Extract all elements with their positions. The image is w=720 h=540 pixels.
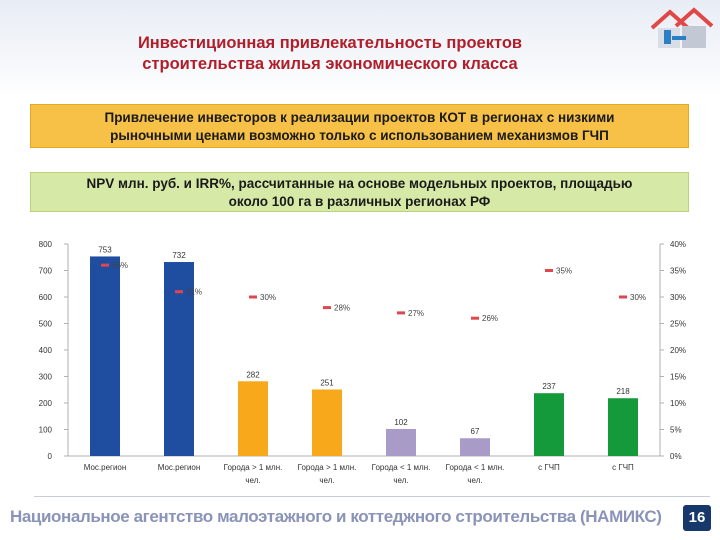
irr-marker (545, 269, 553, 272)
footer-org-name: Национальное агентство малоэтажного и ко… (10, 507, 662, 526)
y-right-tick-label: 15% (670, 373, 686, 382)
npv-bar-label: 251 (320, 378, 334, 387)
npv-bar (460, 438, 490, 456)
chart-caption-line-1: NPV млн. руб. и IRR%, рассчитанные на ос… (86, 176, 633, 191)
npv-bar (164, 262, 194, 456)
chart-canvas: 0 100 200 300 400 500 600 700 800 0% 5% 10% 15% 20% 25… (39, 240, 686, 485)
npv-bar-label: 282 (246, 370, 260, 379)
x-tick-label: чел. (393, 476, 408, 485)
irr-marker (101, 263, 109, 267)
x-tick-label: чел. (245, 476, 260, 485)
irr-marker (619, 295, 627, 299)
y-right-tick-label: 10% (670, 399, 686, 408)
y-left-tick-label: 200 (39, 399, 53, 408)
x-tick-label: Города > 1 млн. (224, 463, 283, 472)
irr-marker-label: 31% (186, 288, 202, 297)
irr-marker (397, 311, 405, 315)
irr-marker-label: 36% (112, 261, 128, 270)
npv-bar (312, 389, 342, 456)
x-tick-label: чел. (319, 476, 334, 485)
house-logo-icon (650, 7, 714, 48)
title-line-1: Инвестиционная привлекательность проекто… (137, 34, 523, 52)
npv-bar-label: 732 (172, 251, 186, 260)
page-title: Инвестиционная привлекательность проекто… (40, 33, 620, 75)
irr-marker-label: 26% (482, 314, 498, 323)
x-tick-label: Города < 1 млн. (446, 463, 505, 472)
irr-marker-label: 27% (408, 309, 424, 318)
y-left-tick-label: 100 (39, 426, 53, 435)
footer-divider (34, 496, 710, 497)
npv-bar (608, 398, 638, 456)
y-right-tick-label: 5% (670, 426, 682, 435)
irr-marker-label: 28% (334, 304, 350, 313)
npv-bar-label: 237 (542, 382, 556, 391)
x-tick-label: Города < 1 млн. (372, 463, 431, 472)
npv-bar-label: 102 (394, 418, 408, 427)
npv-bar (90, 256, 120, 456)
header-band (0, 0, 720, 98)
x-tick-label: Города > 1 млн. (298, 463, 357, 472)
npv-bar-label: 67 (471, 427, 480, 436)
y-left-tick-label: 600 (39, 293, 53, 302)
x-tick-label: Мос.регион (84, 463, 127, 472)
irr-marker (175, 290, 183, 294)
npv-bar (534, 393, 564, 456)
irr-marker-label: 30% (630, 293, 646, 302)
y-right-tick-label: 0% (670, 452, 682, 461)
x-tick-label: чел. (467, 476, 482, 485)
x-tick-label: с ГЧП (538, 463, 560, 472)
irr-marker (323, 306, 331, 310)
irr-marker (249, 295, 257, 299)
y-right-tick-label: 30% (670, 293, 686, 302)
npv-irr-chart: 0 100 200 300 400 500 600 700 800 0% 5% 10% 15% 20% 25… (24, 228, 704, 496)
y-left-tick-label: 0 (48, 452, 53, 461)
x-tick-label: с ГЧП (612, 463, 634, 472)
y-left-tick-label: 500 (39, 320, 53, 329)
npv-bar-label: 753 (98, 245, 112, 254)
page-number: 16 (683, 505, 711, 531)
y-left-tick-label: 300 (39, 373, 53, 382)
ppp-note-line-2: рыночными ценами возможно только с испол… (110, 128, 609, 143)
ppp-note-box: Привлечение инвесторов к реализации прое… (30, 104, 689, 148)
irr-marker-label: 30% (260, 293, 276, 302)
ppp-note-line-1: Привлечение инвесторов к реализации прое… (104, 110, 615, 125)
y-right-tick-label: 25% (670, 320, 686, 329)
y-right-tick-label: 40% (670, 240, 686, 249)
y-left-tick-label: 700 (39, 267, 53, 276)
chart-caption-box: NPV млн. руб. и IRR%, рассчитанные на ос… (30, 172, 689, 212)
irr-marker (471, 316, 479, 320)
y-left-tick-label: 400 (39, 346, 53, 355)
y-right-tick-label: 20% (670, 346, 686, 355)
irr-marker-label: 35% (556, 267, 572, 276)
npv-bar (386, 428, 416, 456)
y-left-tick-label: 800 (39, 240, 53, 249)
x-tick-label: Мос.регион (158, 463, 201, 472)
chart-caption-line-2: около 100 га в различных регионах РФ (228, 194, 491, 209)
y-right-tick-label: 35% (670, 267, 686, 276)
npv-bar-label: 218 (616, 387, 630, 396)
title-line-2: строительства жилья экономического класс… (142, 55, 518, 73)
npv-bar (238, 381, 268, 456)
